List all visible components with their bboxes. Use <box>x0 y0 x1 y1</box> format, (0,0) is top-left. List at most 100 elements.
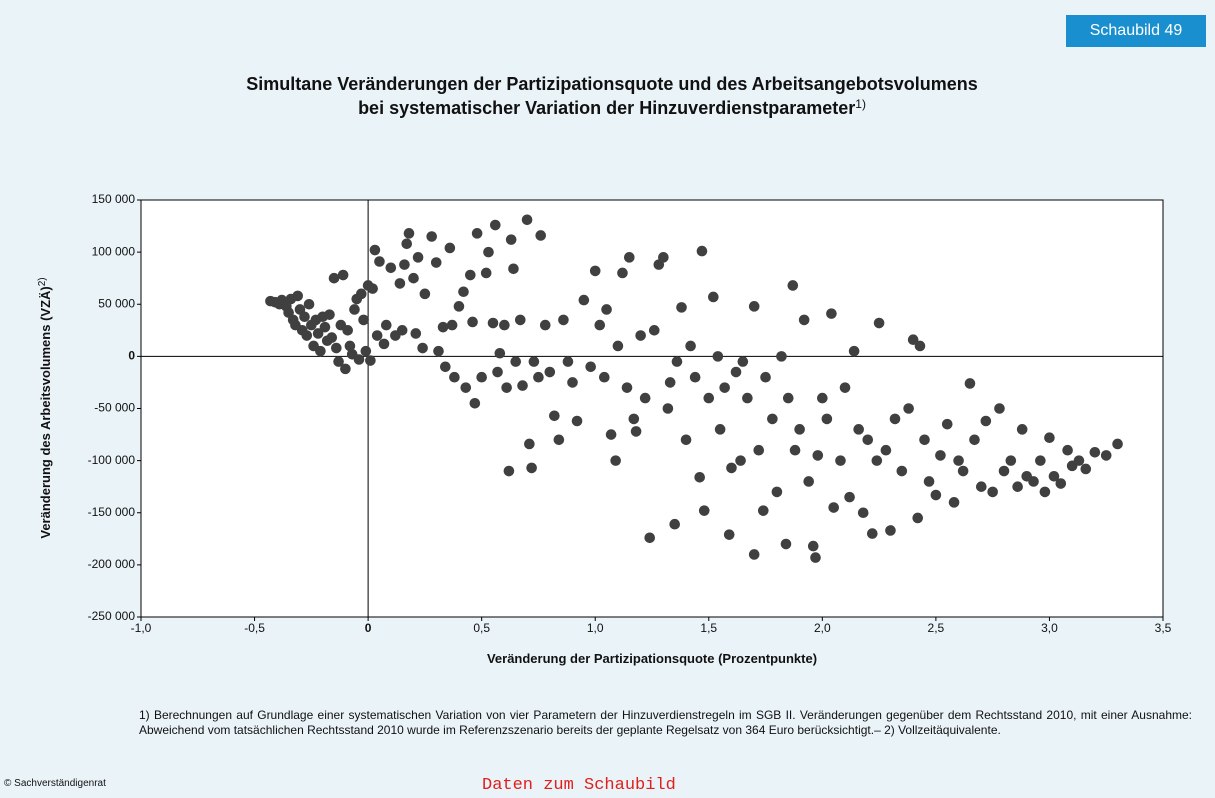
point <box>358 314 369 326</box>
x-axis-title: Veränderung der Partizipationsquote (Pro… <box>487 651 817 666</box>
point <box>923 476 935 487</box>
point <box>333 356 344 367</box>
point <box>517 380 528 391</box>
point <box>757 505 769 516</box>
point <box>594 319 606 331</box>
point <box>367 283 378 294</box>
point <box>1028 476 1039 487</box>
point <box>742 392 753 404</box>
y-tick-label: 50 000 <box>98 296 135 310</box>
point <box>723 529 735 540</box>
point <box>1080 463 1092 475</box>
point <box>782 392 794 404</box>
point <box>510 356 522 367</box>
point <box>467 316 478 328</box>
point <box>385 262 397 274</box>
point <box>371 330 383 341</box>
point <box>489 219 501 231</box>
point <box>319 321 331 333</box>
point <box>964 378 976 389</box>
point <box>460 382 472 393</box>
point <box>331 342 342 354</box>
y-axis-title: Veränderung des Arbeitsvolumens (VZÄ)2) <box>37 277 53 538</box>
point <box>505 234 517 245</box>
figure-badge: Schaubild 49 <box>1066 15 1206 47</box>
point <box>1044 432 1055 443</box>
point <box>1089 446 1101 458</box>
point <box>553 434 565 446</box>
point <box>528 356 540 367</box>
point <box>396 325 408 336</box>
point <box>394 278 406 289</box>
point <box>292 290 304 302</box>
point <box>483 246 494 258</box>
point <box>730 366 742 378</box>
point <box>812 450 824 461</box>
point <box>771 486 783 498</box>
point <box>567 377 578 388</box>
point <box>349 304 360 315</box>
point <box>726 462 737 474</box>
point <box>1035 455 1046 466</box>
point <box>1005 455 1017 466</box>
point <box>355 288 367 300</box>
data-link[interactable]: Daten zum Schaubild <box>482 776 676 795</box>
y-axis-title-text: Veränderung des Arbeitsvolumens (VZÄ) <box>38 286 53 538</box>
point <box>426 231 438 242</box>
point <box>789 444 801 456</box>
point <box>419 288 431 300</box>
point <box>998 465 1010 477</box>
point <box>853 424 864 435</box>
point <box>403 228 415 239</box>
point <box>919 434 930 446</box>
point <box>689 371 701 383</box>
point <box>535 230 547 241</box>
point <box>446 319 458 331</box>
point <box>353 354 365 365</box>
point <box>737 356 749 367</box>
point <box>476 371 487 383</box>
point <box>630 426 642 437</box>
point <box>433 345 444 357</box>
point <box>648 325 660 336</box>
point <box>1062 444 1073 456</box>
point <box>698 505 710 516</box>
chart: Simultane Veränderungen der Partizipatio… <box>37 74 1172 666</box>
point <box>412 252 424 263</box>
point <box>880 444 892 456</box>
point <box>501 382 512 393</box>
point <box>558 314 569 326</box>
point <box>342 325 353 336</box>
y-tick-label: 0 <box>128 349 135 363</box>
point <box>1012 481 1023 492</box>
point <box>748 549 760 560</box>
point <box>821 413 833 425</box>
x-tick-label: 2,5 <box>928 621 945 635</box>
axes: -1,0 -0,5 0 0,5 1,0 1,5 2,0 2,5 3,0 3,5 150 000 100… <box>88 192 1172 635</box>
point <box>365 355 376 366</box>
point <box>1100 450 1112 461</box>
x-tick-label: 0 <box>365 621 372 635</box>
point <box>458 286 469 298</box>
point <box>671 356 683 367</box>
point <box>748 301 760 312</box>
x-tick-label: -0,5 <box>244 621 265 635</box>
point <box>533 371 544 383</box>
point <box>658 252 669 263</box>
x-tick-label: -1,0 <box>131 621 152 635</box>
point <box>719 382 730 393</box>
point <box>410 328 422 339</box>
point <box>621 382 633 393</box>
point <box>767 413 778 425</box>
point <box>798 314 810 326</box>
point <box>803 476 815 487</box>
point <box>589 265 601 277</box>
point <box>1016 424 1028 435</box>
point <box>810 552 821 563</box>
point <box>369 244 381 256</box>
points <box>265 214 1123 563</box>
x-tick-label: 1,5 <box>700 621 717 635</box>
point <box>912 512 924 524</box>
point <box>794 424 805 435</box>
